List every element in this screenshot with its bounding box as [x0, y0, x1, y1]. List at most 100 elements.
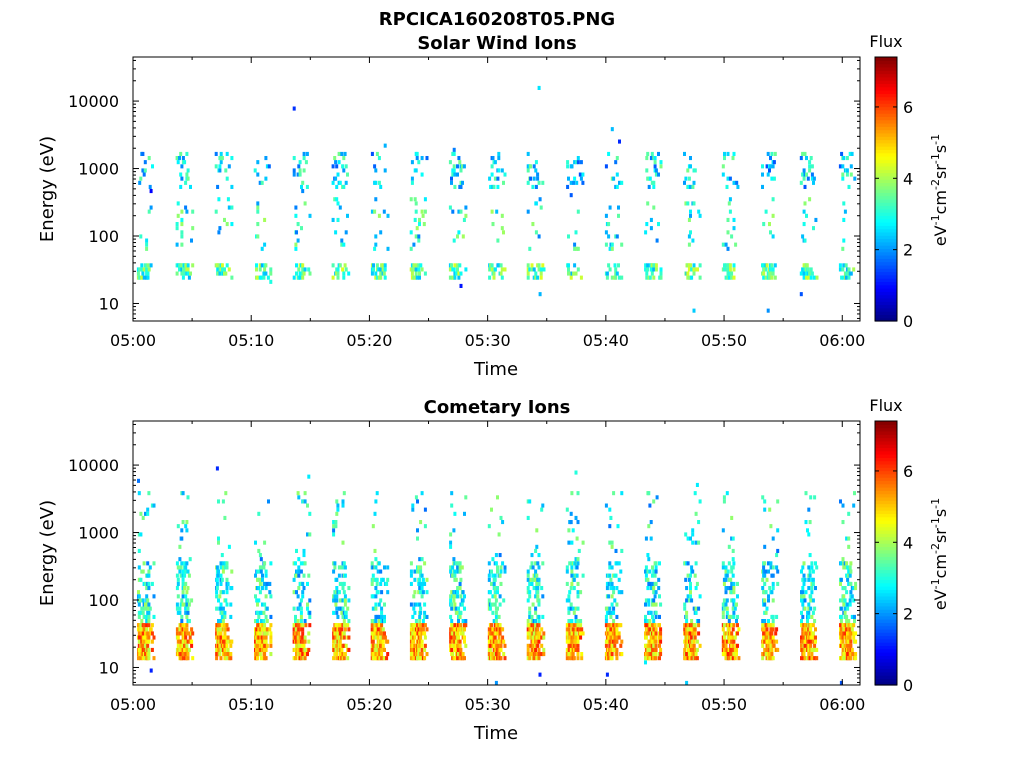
spectrogram-cell	[731, 606, 735, 611]
spectrogram-cell	[410, 271, 414, 276]
spectrogram-cell	[497, 635, 501, 640]
spectrogram-cell	[335, 606, 339, 611]
colorbar-segment	[875, 123, 897, 127]
spectrogram-cell	[304, 623, 308, 628]
spectrogram-cell	[145, 619, 149, 624]
spectrogram-cell	[181, 594, 185, 599]
spectrogram-cell	[839, 561, 843, 566]
spectrogram-cell	[687, 234, 691, 239]
spectrogram-cell	[815, 275, 819, 280]
spectrogram-cell	[847, 275, 851, 280]
spectrogram-cell	[687, 176, 691, 181]
spectrogram-cell	[615, 614, 619, 619]
spectrogram-cell	[572, 271, 576, 276]
spectrogram-cell	[654, 643, 658, 648]
spectrogram-cell	[380, 614, 384, 619]
spectrogram-cell	[571, 606, 575, 611]
spectrogram-cell	[614, 267, 618, 272]
spectrogram-cell	[449, 532, 453, 537]
spectrogram-cell	[412, 623, 416, 628]
spectrogram-cell	[686, 201, 690, 206]
spectrogram-cell	[423, 507, 427, 512]
spectrogram-cell	[847, 544, 851, 549]
spectrogram-cell	[684, 201, 688, 206]
colorbar-tick-label: 4	[903, 169, 913, 188]
spectrogram-cell	[648, 581, 652, 586]
spectrogram-cell	[451, 623, 455, 628]
spectrogram-cell	[223, 631, 227, 636]
spectrogram-cell	[221, 499, 225, 504]
spectrogram-cell	[341, 540, 345, 545]
spectrogram-cell	[338, 631, 342, 636]
colorbar-segment	[875, 274, 897, 279]
spectrogram-cell	[458, 614, 462, 619]
spectrogram-cell	[696, 267, 699, 272]
spectrogram-cell	[805, 172, 808, 177]
spectrogram-cell	[425, 652, 429, 657]
spectrogram-cell	[337, 151, 341, 156]
colorbar-segment	[875, 245, 897, 249]
spectrogram-cell	[581, 172, 585, 177]
spectrogram-cell	[302, 573, 306, 578]
spectrogram-cell	[187, 631, 191, 636]
spectrogram-cell	[534, 647, 538, 652]
spectrogram-cell	[451, 639, 455, 644]
spectrogram-cell	[500, 267, 504, 272]
spectrogram-cell	[412, 606, 416, 611]
spectrogram-cell	[464, 623, 468, 628]
spectrogram-cell	[604, 213, 608, 218]
spectrogram-cell	[176, 565, 180, 570]
spectrogram-cell	[258, 631, 262, 636]
spectrogram-cell	[765, 164, 769, 169]
spectrogram-cell	[651, 573, 654, 578]
spectrogram-cell	[375, 581, 379, 586]
spectrogram-cell	[230, 222, 234, 227]
spectrogram-cell	[694, 652, 698, 657]
spectrogram-cell	[775, 627, 779, 632]
spectrogram-cell	[308, 623, 312, 628]
spectrogram-cell	[732, 598, 736, 603]
spectrogram-cell	[531, 222, 535, 227]
spectrogram-cell	[185, 602, 189, 607]
spectrogram-cell	[295, 548, 298, 553]
colorbar-segment	[875, 516, 897, 521]
spectrogram-cell	[841, 503, 845, 508]
spectrogram-cell	[298, 627, 302, 632]
spectrogram-cell	[721, 172, 725, 177]
colorbar-title: Flux	[869, 396, 902, 415]
spectrogram-cell	[692, 308, 696, 313]
spectrogram-cell	[308, 271, 312, 276]
spectrogram-cell	[307, 647, 311, 652]
spectrogram-cell	[803, 639, 807, 644]
spectrogram-cell	[461, 590, 465, 595]
spectrogram-cell	[340, 627, 344, 632]
spectrogram-cell	[371, 647, 375, 652]
spectrogram-cell	[151, 164, 154, 169]
colorbar-segment	[875, 483, 897, 488]
spectrogram-cell	[565, 569, 569, 574]
spectrogram-cell	[810, 586, 814, 591]
spectrogram-cell	[807, 577, 811, 582]
spectrogram-cell	[724, 565, 728, 570]
spectrogram-cell	[608, 205, 612, 210]
y-tick-label: 10	[99, 294, 119, 313]
spectrogram-cell	[574, 606, 578, 611]
spectrogram-cell	[264, 569, 268, 574]
spectrogram-cell	[220, 553, 224, 558]
spectrogram-cell	[732, 275, 736, 280]
spectrogram-cells	[136, 85, 857, 313]
spectrogram-cell	[576, 635, 580, 640]
spectrogram-cell	[216, 184, 220, 189]
spectrogram-cell	[540, 507, 544, 512]
spectrogram-cell	[499, 263, 503, 268]
spectrogram-cell	[695, 581, 699, 586]
spectrogram-cell	[614, 548, 618, 553]
spectrogram-cell	[726, 176, 730, 181]
colorbar-segment	[875, 162, 897, 167]
spectrogram-cell	[269, 279, 273, 284]
spectrogram-cell	[644, 573, 648, 578]
spectrogram-cell	[652, 499, 656, 504]
spectrogram-cell	[654, 635, 658, 640]
spectrogram-cell	[262, 565, 266, 570]
spectrogram-cell	[332, 528, 336, 533]
